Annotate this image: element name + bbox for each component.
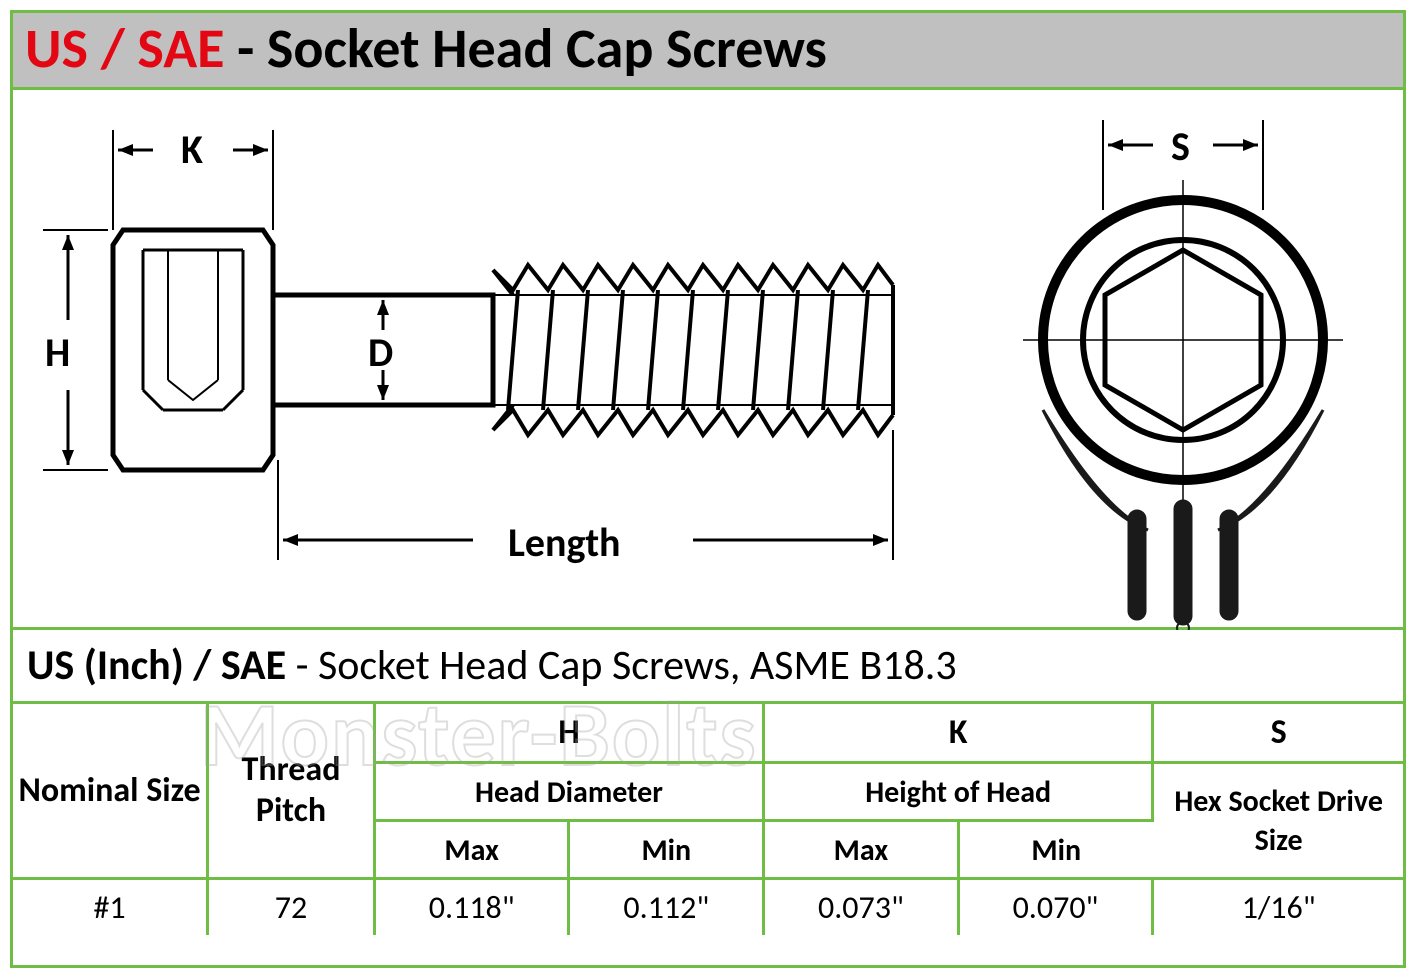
subheader-bold: US (Inch) / SAE	[27, 640, 286, 691]
table-row: #1 72 0.118" 0.112" 0.073" 0.070" 1/16"	[13, 878, 1403, 935]
header-black-text: - Socket Head Cap Screws	[224, 15, 826, 83]
col-K-min: Min	[1031, 832, 1081, 869]
col-K-max: Max	[834, 832, 889, 869]
screw-side-view	[13, 90, 933, 630]
spec-table: Nominal Size Thread Pitch H K S Head Dia…	[13, 704, 1403, 935]
screw-top-view	[973, 90, 1393, 630]
col-thread-pitch: Thread Pitch	[242, 749, 341, 831]
cell-k-max: 0.073"	[764, 878, 959, 935]
subheader: US (Inch) / SAE - Socket Head Cap Screws…	[13, 630, 1403, 704]
col-S-label: Hex Socket Drive Size	[1174, 783, 1383, 859]
cell-nominal-size: #1	[13, 878, 208, 935]
col-K-label: Height of Head	[865, 774, 1051, 811]
table-header-row1: Nominal Size Thread Pitch H K S	[13, 704, 1403, 763]
label-D: D	[368, 328, 393, 377]
cell-h-min: 0.112"	[569, 878, 764, 935]
cell-s: 1/16"	[1153, 878, 1403, 935]
label-Length: Length	[508, 518, 621, 567]
col-H-letter: H	[558, 712, 579, 753]
subheader-rest: - Socket Head Cap Screws, ASME B18.3	[286, 640, 957, 691]
col-nominal-size: Nominal Size	[18, 770, 200, 811]
cell-h-max: 0.118"	[374, 878, 569, 935]
col-K-letter: K	[949, 712, 968, 753]
label-K: K	[181, 125, 203, 174]
label-S: S	[1171, 122, 1190, 171]
cell-thread-pitch: 72	[208, 878, 375, 935]
col-H-min: Min	[641, 832, 691, 869]
col-H-max: Max	[444, 832, 499, 869]
col-H-label: Head Diameter	[475, 774, 663, 811]
outer-frame: US / SAE - Socket Head Cap Screws	[10, 10, 1406, 968]
diagram-area: K H D Length S	[13, 90, 1403, 630]
header-bar: US / SAE - Socket Head Cap Screws	[13, 13, 1403, 90]
label-H: H	[45, 328, 70, 377]
cell-k-min: 0.070"	[958, 878, 1153, 935]
col-S-letter: S	[1271, 712, 1287, 753]
header-red-text: US / SAE	[25, 15, 224, 83]
